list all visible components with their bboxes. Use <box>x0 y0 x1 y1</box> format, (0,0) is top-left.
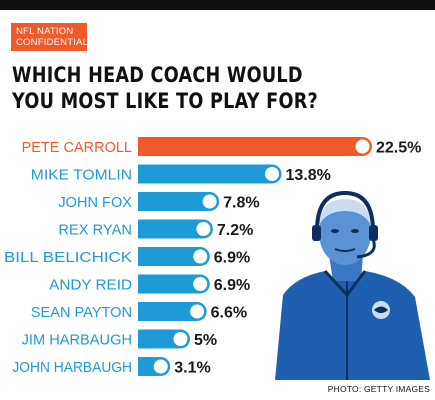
category-label: BILL BELICHICK <box>4 249 132 266</box>
bar-left-edge <box>138 357 149 376</box>
value-label: 6.6% <box>211 305 247 322</box>
value-label: 7.2% <box>217 222 253 239</box>
badge-line-2: CONFIDENTIAL <box>16 37 89 48</box>
bar-left-edge <box>138 302 149 321</box>
value-label: 7.8% <box>223 195 259 212</box>
value-label: 3.1% <box>174 360 210 377</box>
badge-line-1: NFL NATION <box>16 26 74 37</box>
category-label: JIM HARBAUGH <box>22 332 132 349</box>
bar-end-marker <box>355 139 370 154</box>
bar-left-edge <box>138 192 149 211</box>
bar-left-edge <box>138 219 149 239</box>
bar-left-edge <box>138 164 149 184</box>
bar-left-edge <box>138 247 149 266</box>
bar <box>138 164 282 184</box>
bar-left-edge <box>138 137 149 156</box>
bar <box>138 192 220 211</box>
chart-title: WHICH HEAD COACH WOULD YOU MOST LIKE TO … <box>12 63 356 115</box>
bar <box>138 137 372 156</box>
bar <box>138 219 213 239</box>
top-rule <box>0 0 435 10</box>
bar <box>138 247 210 266</box>
bar-end-marker <box>173 332 188 346</box>
bar-left-edge <box>138 329 149 349</box>
value-label: 6.9% <box>214 277 250 294</box>
category-label: ANDY REID <box>49 277 132 294</box>
coach-photo <box>275 190 430 380</box>
category-label: MIKE TOMLIN <box>31 167 132 184</box>
bar-end-marker <box>265 167 280 181</box>
value-label: 5% <box>194 332 217 349</box>
bar-end-marker <box>193 249 208 264</box>
bar-end-marker <box>153 359 168 374</box>
bar-end-marker <box>193 277 208 291</box>
title-line-1: WHICH HEAD COACH WOULD <box>12 63 303 88</box>
title-line-2: YOU MOST LIKE TO PLAY FOR? <box>12 89 319 114</box>
bar-end-marker <box>196 222 211 236</box>
category-label: JOHN FOX <box>58 194 132 211</box>
section-badge: NFL NATION CONFIDENTIAL <box>11 23 89 51</box>
bar <box>138 274 210 294</box>
bar-end-marker <box>202 194 217 209</box>
category-label: PETE CARROLL <box>22 139 132 156</box>
bar-end-marker <box>190 304 205 319</box>
bar <box>138 302 207 321</box>
category-label: SEAN PAYTON <box>31 304 132 321</box>
value-label: 6.9% <box>214 250 250 267</box>
photo-credit: PHOTO: GETTY IMAGES <box>327 384 430 394</box>
bar-left-edge <box>138 274 149 294</box>
category-label: REX RYAN <box>58 222 132 239</box>
value-label: 13.8% <box>286 167 331 184</box>
category-label: JOHN HARBAUGH <box>12 359 132 376</box>
value-label: 22.5% <box>376 140 421 157</box>
